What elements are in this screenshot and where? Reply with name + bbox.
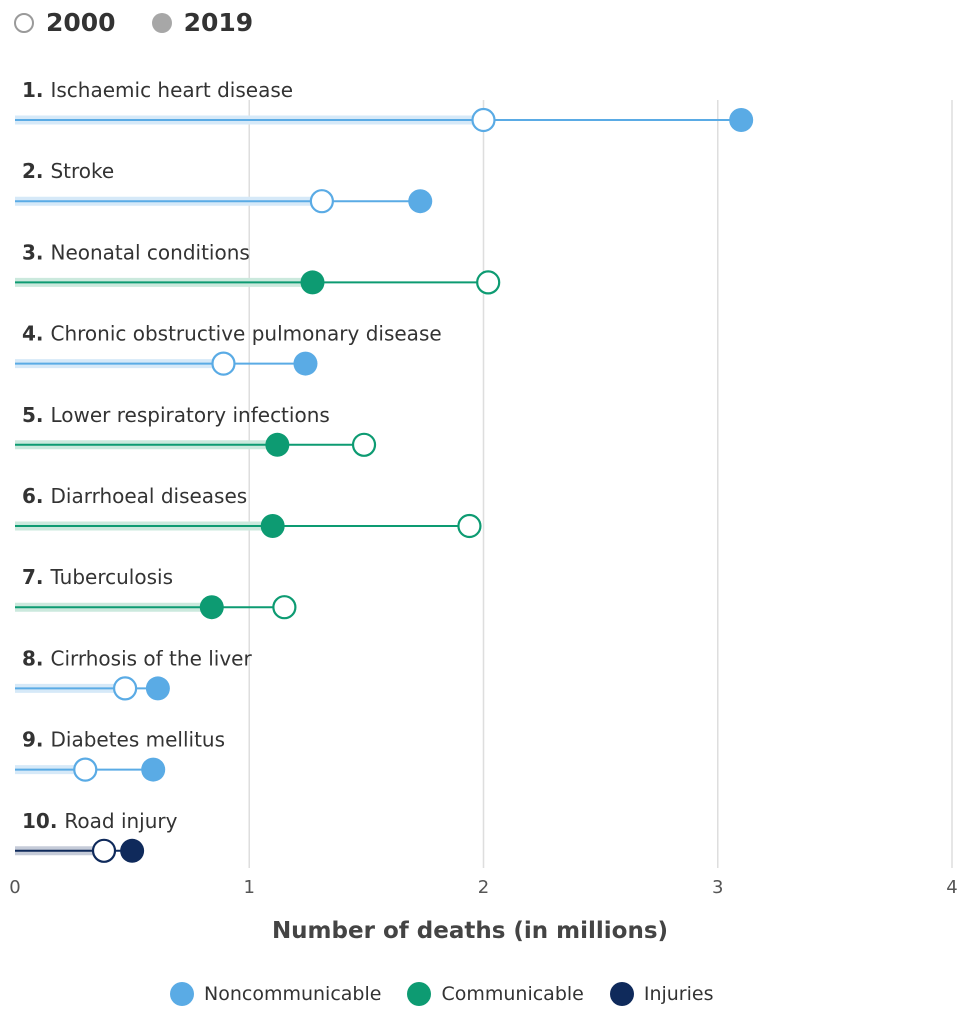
point-2019 xyxy=(120,838,145,863)
row-name: Diarrhoeal diseases xyxy=(50,484,247,508)
point-2000 xyxy=(471,107,496,133)
point-2019 xyxy=(199,595,224,620)
chart-row: 9. Diabetes mellitus xyxy=(15,728,225,782)
point-2019 xyxy=(260,514,285,538)
x-tick-label: 2 xyxy=(478,877,489,898)
row-label: 10. Road injury xyxy=(22,809,178,833)
point-2000 xyxy=(457,513,482,539)
point-2000 xyxy=(91,838,117,863)
row-name: Stroke xyxy=(50,159,114,183)
row-rank: 5. xyxy=(22,403,50,427)
row-label: 6. Diarrhoeal diseases xyxy=(22,484,247,508)
legend-item-communicable[interactable]: Communicable xyxy=(407,982,584,1006)
open-circle-icon xyxy=(14,12,34,33)
point-2019 xyxy=(141,757,166,782)
point-2019 xyxy=(145,676,170,701)
point-2000 xyxy=(476,270,501,295)
chart-row: 8. Cirrhosis of the liver xyxy=(15,646,252,701)
legend-item-injuries[interactable]: Injuries xyxy=(609,982,714,1006)
row-name: Chronic obstructive pulmonary disease xyxy=(50,322,441,346)
row-label: 7. Tuberculosis xyxy=(22,565,173,589)
legend-label-noncommunicable: Noncommunicable xyxy=(204,983,382,1005)
category-legend: Noncommunicable Communicable Injuries xyxy=(170,982,714,1006)
legend-item-2000[interactable]: 2000 xyxy=(14,8,116,37)
point-2019 xyxy=(408,189,433,214)
point-2019 xyxy=(265,432,290,457)
point-2000 xyxy=(73,757,98,782)
row-rank: 2. xyxy=(22,159,50,183)
noncommunicable-dot-icon xyxy=(170,982,194,1006)
row-rank: 1. xyxy=(22,78,50,102)
row-label: 5. Lower respiratory infections xyxy=(22,403,330,427)
dumbbell-chart: 0 1 2 3 4 Number of deaths (in millions) 1. Is… xyxy=(9,78,957,944)
chart-row: 2. Stroke xyxy=(15,159,433,214)
row-name: Lower respiratory infections xyxy=(50,403,329,427)
legend-label-communicable: Communicable xyxy=(441,983,584,1005)
row-rank: 8. xyxy=(22,646,50,670)
x-tick-label: 3 xyxy=(712,877,723,898)
chart-row: 1. Ischaemic heart disease xyxy=(15,78,754,133)
row-rank: 9. xyxy=(22,728,50,752)
x-tick-label: 1 xyxy=(244,877,255,898)
legend-label-2000: 2000 xyxy=(46,8,116,37)
legend-item-2019[interactable]: 2019 xyxy=(151,8,254,37)
point-2000 xyxy=(211,351,236,376)
row-rank: 4. xyxy=(22,322,50,346)
communicable-dot-icon xyxy=(407,982,432,1006)
chart-row: 5. Lower respiratory infections xyxy=(15,403,377,457)
point-2000 xyxy=(351,432,377,457)
row-rank: 3. xyxy=(22,240,50,264)
chart-row: 6. Diarrhoeal diseases xyxy=(15,484,482,539)
chart-row: 10. Road injury xyxy=(15,809,178,863)
point-2000 xyxy=(272,595,297,620)
row-name: Road injury xyxy=(64,809,177,833)
chart-row: 7. Tuberculosis xyxy=(15,565,297,620)
legend-label-2019: 2019 xyxy=(183,8,254,37)
row-name: Neonatal conditions xyxy=(50,240,249,264)
row-name: Diabetes mellitus xyxy=(50,728,225,752)
row-name: Cirrhosis of the liver xyxy=(50,646,252,670)
point-2019 xyxy=(729,108,754,132)
row-label: 1. Ischaemic heart disease xyxy=(22,78,293,102)
x-tick-label: 0 xyxy=(9,877,20,898)
legend-label-injuries: Injuries xyxy=(643,983,714,1005)
point-2000 xyxy=(112,676,138,701)
year-legend: 2000 2019 xyxy=(14,8,253,37)
row-rank: 6. xyxy=(22,484,50,508)
chart-row: 3. Neonatal conditions xyxy=(15,240,501,295)
row-name: Ischaemic heart disease xyxy=(50,78,293,102)
row-label: 9. Diabetes mellitus xyxy=(22,728,225,752)
filled-circle-icon xyxy=(151,12,172,33)
legend-item-noncommunicable[interactable]: Noncommunicable xyxy=(170,982,381,1006)
row-label: 2. Stroke xyxy=(22,159,114,183)
row-label: 4. Chronic obstructive pulmonary disease xyxy=(22,322,442,346)
injuries-dot-icon xyxy=(609,982,634,1006)
row-rank: 7. xyxy=(22,565,50,589)
x-axis-title: Number of deaths (in millions) xyxy=(272,918,668,944)
x-tick-label: 4 xyxy=(946,877,957,898)
row-label: 8. Cirrhosis of the liver xyxy=(22,646,252,670)
row-name: Tuberculosis xyxy=(49,565,173,589)
point-2019 xyxy=(300,270,325,295)
point-2019 xyxy=(293,351,318,376)
row-label: 3. Neonatal conditions xyxy=(22,240,250,264)
point-2000 xyxy=(309,189,334,214)
chart-row: 4. Chronic obstructive pulmonary disease xyxy=(15,322,442,376)
row-rank: 10. xyxy=(22,809,64,833)
